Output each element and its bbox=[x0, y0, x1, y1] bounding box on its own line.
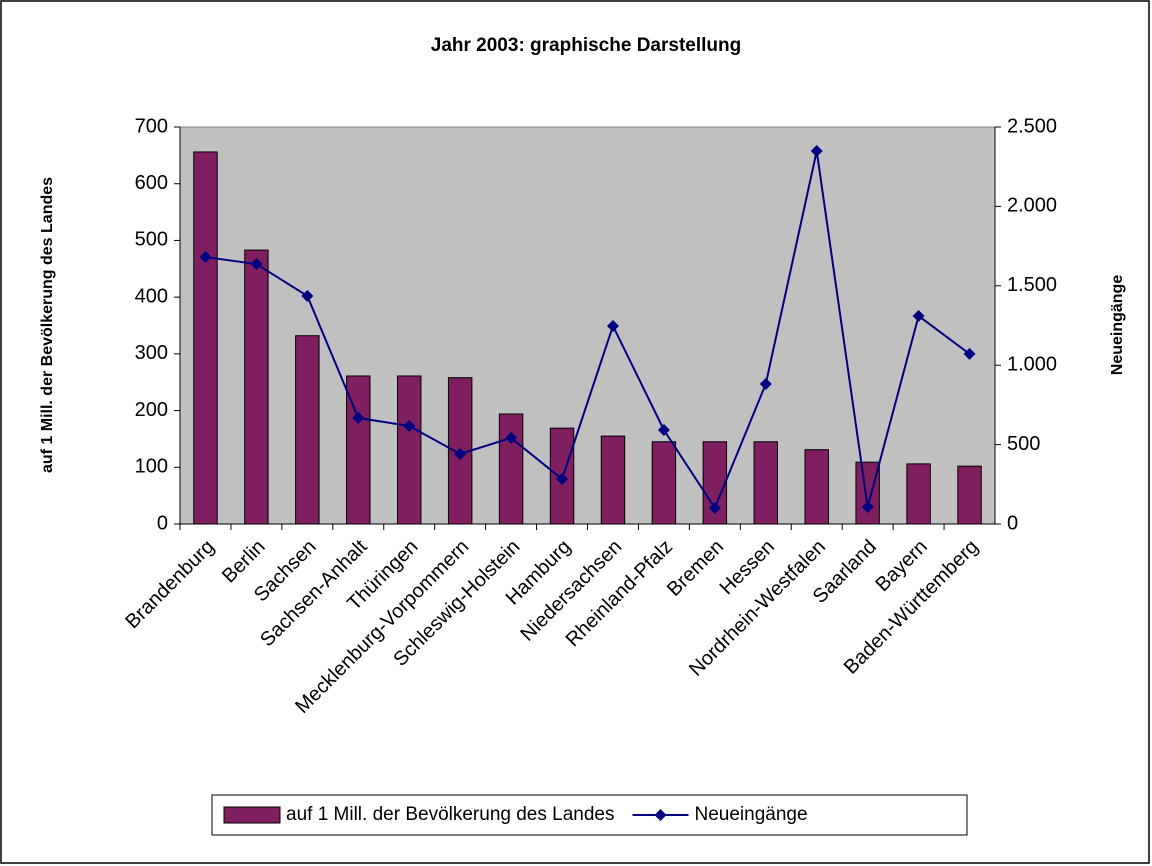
marker bbox=[810, 144, 823, 157]
bar bbox=[244, 249, 269, 525]
y-tick-label: 600 bbox=[135, 172, 168, 194]
marker bbox=[912, 309, 925, 322]
bar bbox=[498, 413, 524, 525]
marker bbox=[963, 347, 976, 360]
y-tick-label: 400 bbox=[135, 285, 168, 307]
bar bbox=[753, 441, 778, 525]
legend-label: auf 1 Mill. der Bevölkerung des Landes bbox=[286, 804, 614, 825]
bar bbox=[702, 441, 728, 525]
chart-title: Jahr 2003: graphische Darstellung bbox=[431, 35, 741, 56]
marker bbox=[759, 377, 772, 390]
y2-axis-title: Neueingänge bbox=[1109, 275, 1126, 376]
marker bbox=[657, 423, 670, 436]
bar bbox=[651, 441, 677, 525]
bar bbox=[906, 463, 931, 525]
marker bbox=[199, 251, 212, 264]
bar bbox=[957, 465, 982, 525]
marker bbox=[301, 289, 314, 302]
y2-tick-label: 0 bbox=[1007, 512, 1018, 534]
y-tick-label: 500 bbox=[135, 229, 168, 251]
y-tick-label: 700 bbox=[135, 115, 168, 137]
bar bbox=[346, 375, 371, 525]
bar bbox=[855, 461, 880, 525]
y2-tick-label: 1.000 bbox=[1007, 353, 1057, 375]
y-tick-label: 100 bbox=[135, 456, 168, 478]
marker bbox=[556, 473, 569, 486]
bar bbox=[600, 435, 626, 525]
line bbox=[205, 150, 971, 511]
marker bbox=[352, 411, 365, 424]
marker bbox=[861, 501, 874, 514]
y2-tick-label: 1.500 bbox=[1007, 274, 1057, 296]
bar bbox=[295, 335, 320, 525]
marker bbox=[403, 420, 416, 433]
bar bbox=[193, 151, 218, 525]
y2-tick-label: 2.000 bbox=[1007, 195, 1057, 217]
legend-swatch bbox=[223, 806, 281, 824]
y-tick-label: 200 bbox=[135, 399, 168, 421]
legend-label: Neueingänge bbox=[694, 804, 807, 825]
y-tick-label: 300 bbox=[135, 342, 168, 364]
bar bbox=[397, 375, 422, 525]
marker bbox=[708, 501, 721, 514]
legend-box bbox=[211, 794, 968, 836]
y-axis-title: auf 1 Mill. der Bevölkerung des Landes bbox=[39, 177, 56, 473]
legend-marker bbox=[654, 809, 667, 821]
y2-tick-label: 2.500 bbox=[1007, 115, 1057, 137]
marker bbox=[454, 447, 467, 460]
marker bbox=[505, 431, 518, 444]
y-tick-label: 0 bbox=[157, 512, 168, 534]
bar bbox=[804, 449, 829, 525]
y2-tick-label: 500 bbox=[1007, 433, 1040, 455]
marker bbox=[606, 319, 619, 332]
marker bbox=[250, 258, 263, 271]
